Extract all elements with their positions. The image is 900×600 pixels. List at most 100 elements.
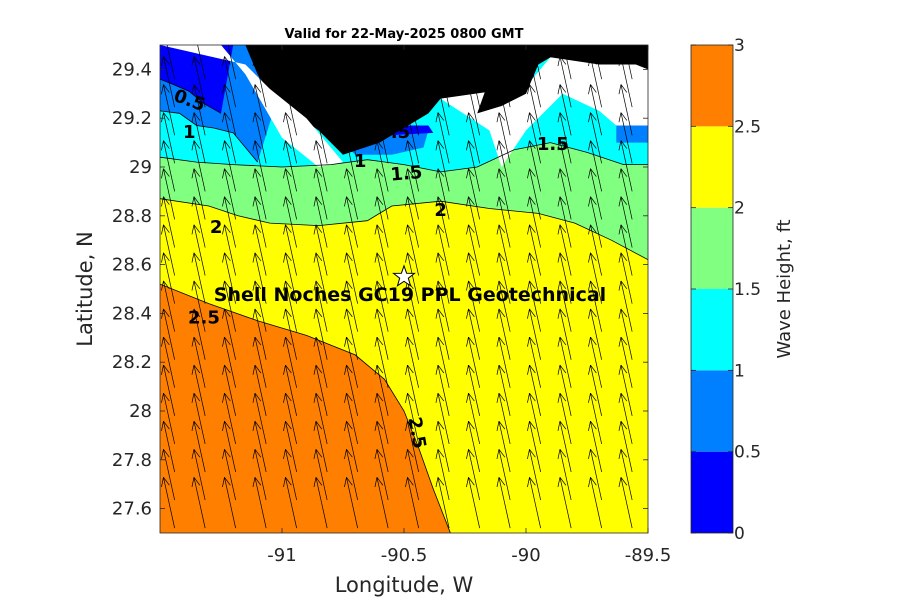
wave-arrow-head [344,365,347,375]
wave-arrow-head [468,56,475,65]
wave-arrow-head [193,392,201,402]
wave-arrow-head [620,477,628,486]
colorbar-tick-label: 2.5 [734,117,761,137]
wave-arrow [193,84,206,136]
wave-arrow-head [621,28,627,36]
wave-arrow [193,168,206,220]
wave-arrow-head [496,477,500,488]
wave-arrow-head [222,449,225,460]
wave-arrow [346,421,358,473]
wave-arrow [468,365,480,416]
wave-arrow-head [193,84,201,93]
wave-arrow-head [466,336,469,347]
wave-arrow-head [344,449,347,460]
wave-arrow [376,196,389,248]
wave-arrow-head [313,252,317,263]
wave-arrow-head [620,336,628,346]
wave-arrow [498,224,511,276]
wave-arrow-head [590,449,597,458]
wave-arrow-head [252,196,256,207]
wave-arrow-head [435,365,439,375]
wave-arrow-head [346,224,353,233]
wave-arrow-head [313,140,317,151]
land-mass-east [477,45,648,114]
wave-arrow-head [529,112,536,121]
wave-arrow-head [529,280,536,290]
wave-arrow-head [285,308,292,318]
wave-arrow-head [191,196,195,207]
wave-arrow-head [557,56,561,67]
x-axis-label: Longitude, W [335,573,474,597]
wave-arrow-head [254,252,262,261]
wave-arrow-head [252,308,256,319]
wave-arrow [254,365,267,416]
wave-arrow [315,112,328,164]
wave-arrow [437,365,450,416]
wave-arrow-head [222,252,225,263]
wave-arrow-head [529,392,536,402]
wave-arrow [254,449,267,501]
wave-arrow-head [496,224,500,235]
wave-arrow [620,308,633,360]
wave-arrow-head [435,393,439,403]
colorbar-tick-label: 1.5 [734,280,761,300]
wave-arrow [346,477,358,529]
wave-arrow [163,112,175,164]
wave-arrow-head [224,140,231,149]
wave-arrow-head [466,112,469,123]
wave-arrow [468,112,480,164]
wave-arrow-head [222,393,225,403]
wave-arrow-head [315,308,323,318]
contour-label: 1 [354,151,367,172]
wave-arrow [498,421,511,473]
wave-arrow [376,308,389,360]
wave-arrow-head [498,112,506,121]
wave-arrow [315,336,328,388]
wave-arrow-head [346,421,353,430]
wave-arrow [441,45,450,80]
wave-arrow [315,280,328,332]
wave-arrow-head [283,84,286,95]
colorbar-segment [691,370,733,452]
wave-arrow-head [252,84,256,95]
wave-arrow-head [222,365,225,375]
wave-arrow-head [315,140,323,149]
wave-arrow-head [527,477,530,488]
wave-arrow [376,393,389,445]
wave-arrow-head [620,196,628,205]
wave-arrow-head [529,477,536,486]
wave-arrow-head [222,168,225,179]
wave-arrow-head [285,421,292,430]
colorbar-segment [691,451,733,533]
wave-arrow-head [376,477,384,486]
wave-arrow-head [618,56,622,67]
wave-arrow-head [468,168,475,177]
wave-arrow-head [557,477,561,488]
wave-arrow-head [435,224,439,235]
wave-arrow [407,393,419,445]
wave-arrow-head [618,421,622,431]
wave-arrow [163,365,175,416]
wave-arrow-head [163,364,170,374]
wave-arrow-head [407,392,414,402]
wave-arrow-head [252,280,256,291]
wave-arrow [407,140,419,192]
wave-arrow [529,168,541,220]
wave-arrow-head [163,336,170,346]
wave-arrow-head [407,308,414,318]
wave-arrow-head [224,168,231,177]
contour-line-1.5 [160,142,648,173]
wave-arrow [468,140,480,192]
wave-arrow-head [405,449,408,460]
wave-arrow-head [588,421,591,431]
wave-arrow [529,252,541,304]
wave-arrow-head [346,308,353,318]
wave-arrow-head [466,140,469,151]
wave-arrow-head [437,168,445,177]
wave-arrow-head [285,252,292,261]
wave-arrow [437,112,450,164]
wave-arrow [193,308,206,360]
wave-arrow-head [222,308,225,319]
wave-arrow-head [315,112,323,121]
wave-arrow [468,336,480,388]
